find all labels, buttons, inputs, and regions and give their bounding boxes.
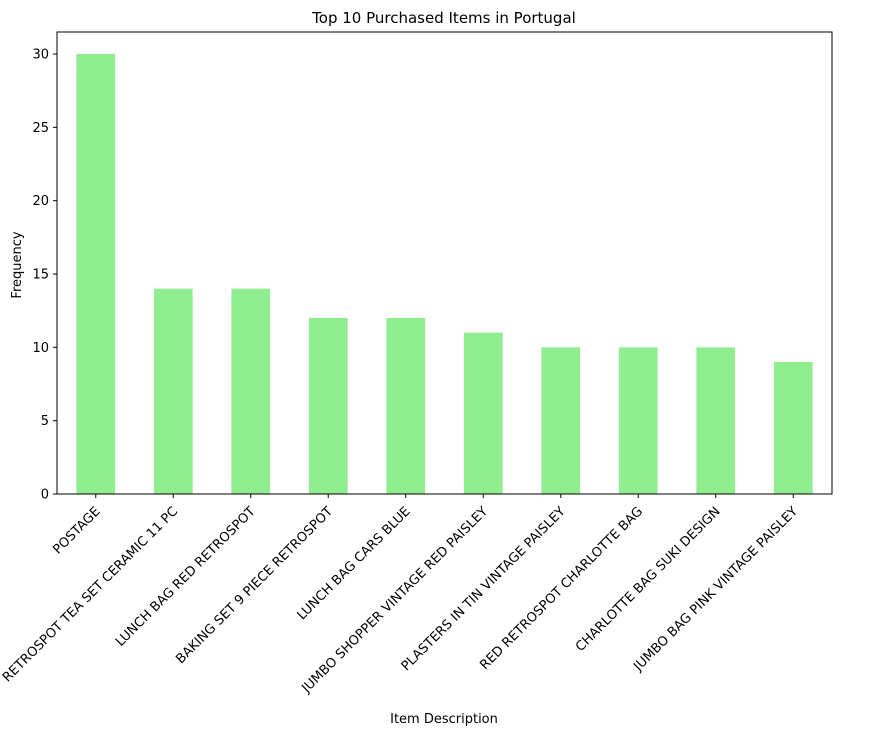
chart-title: Top 10 Purchased Items in Portugal: [311, 9, 576, 27]
y-tick-label: 10: [32, 341, 49, 356]
y-tick-label: 15: [32, 268, 49, 283]
bar: [386, 318, 426, 494]
bar: [696, 347, 736, 494]
bar: [541, 347, 581, 494]
y-tick-label: 20: [32, 194, 49, 209]
bar: [308, 318, 348, 494]
y-tick-label: 0: [41, 488, 49, 503]
bar: [76, 54, 116, 494]
y-tick-label: 25: [32, 121, 49, 136]
y-axis-label: Frequency: [10, 231, 25, 298]
y-tick-label: 30: [32, 48, 49, 63]
axes-frame: [56, 31, 833, 495]
bar: [773, 362, 813, 494]
bar: [618, 347, 658, 494]
y-tick-label: 5: [41, 414, 49, 429]
bar: [153, 288, 193, 494]
bar: [231, 288, 271, 494]
bar: [463, 332, 503, 494]
x-axis-label: Item Description: [390, 712, 498, 727]
